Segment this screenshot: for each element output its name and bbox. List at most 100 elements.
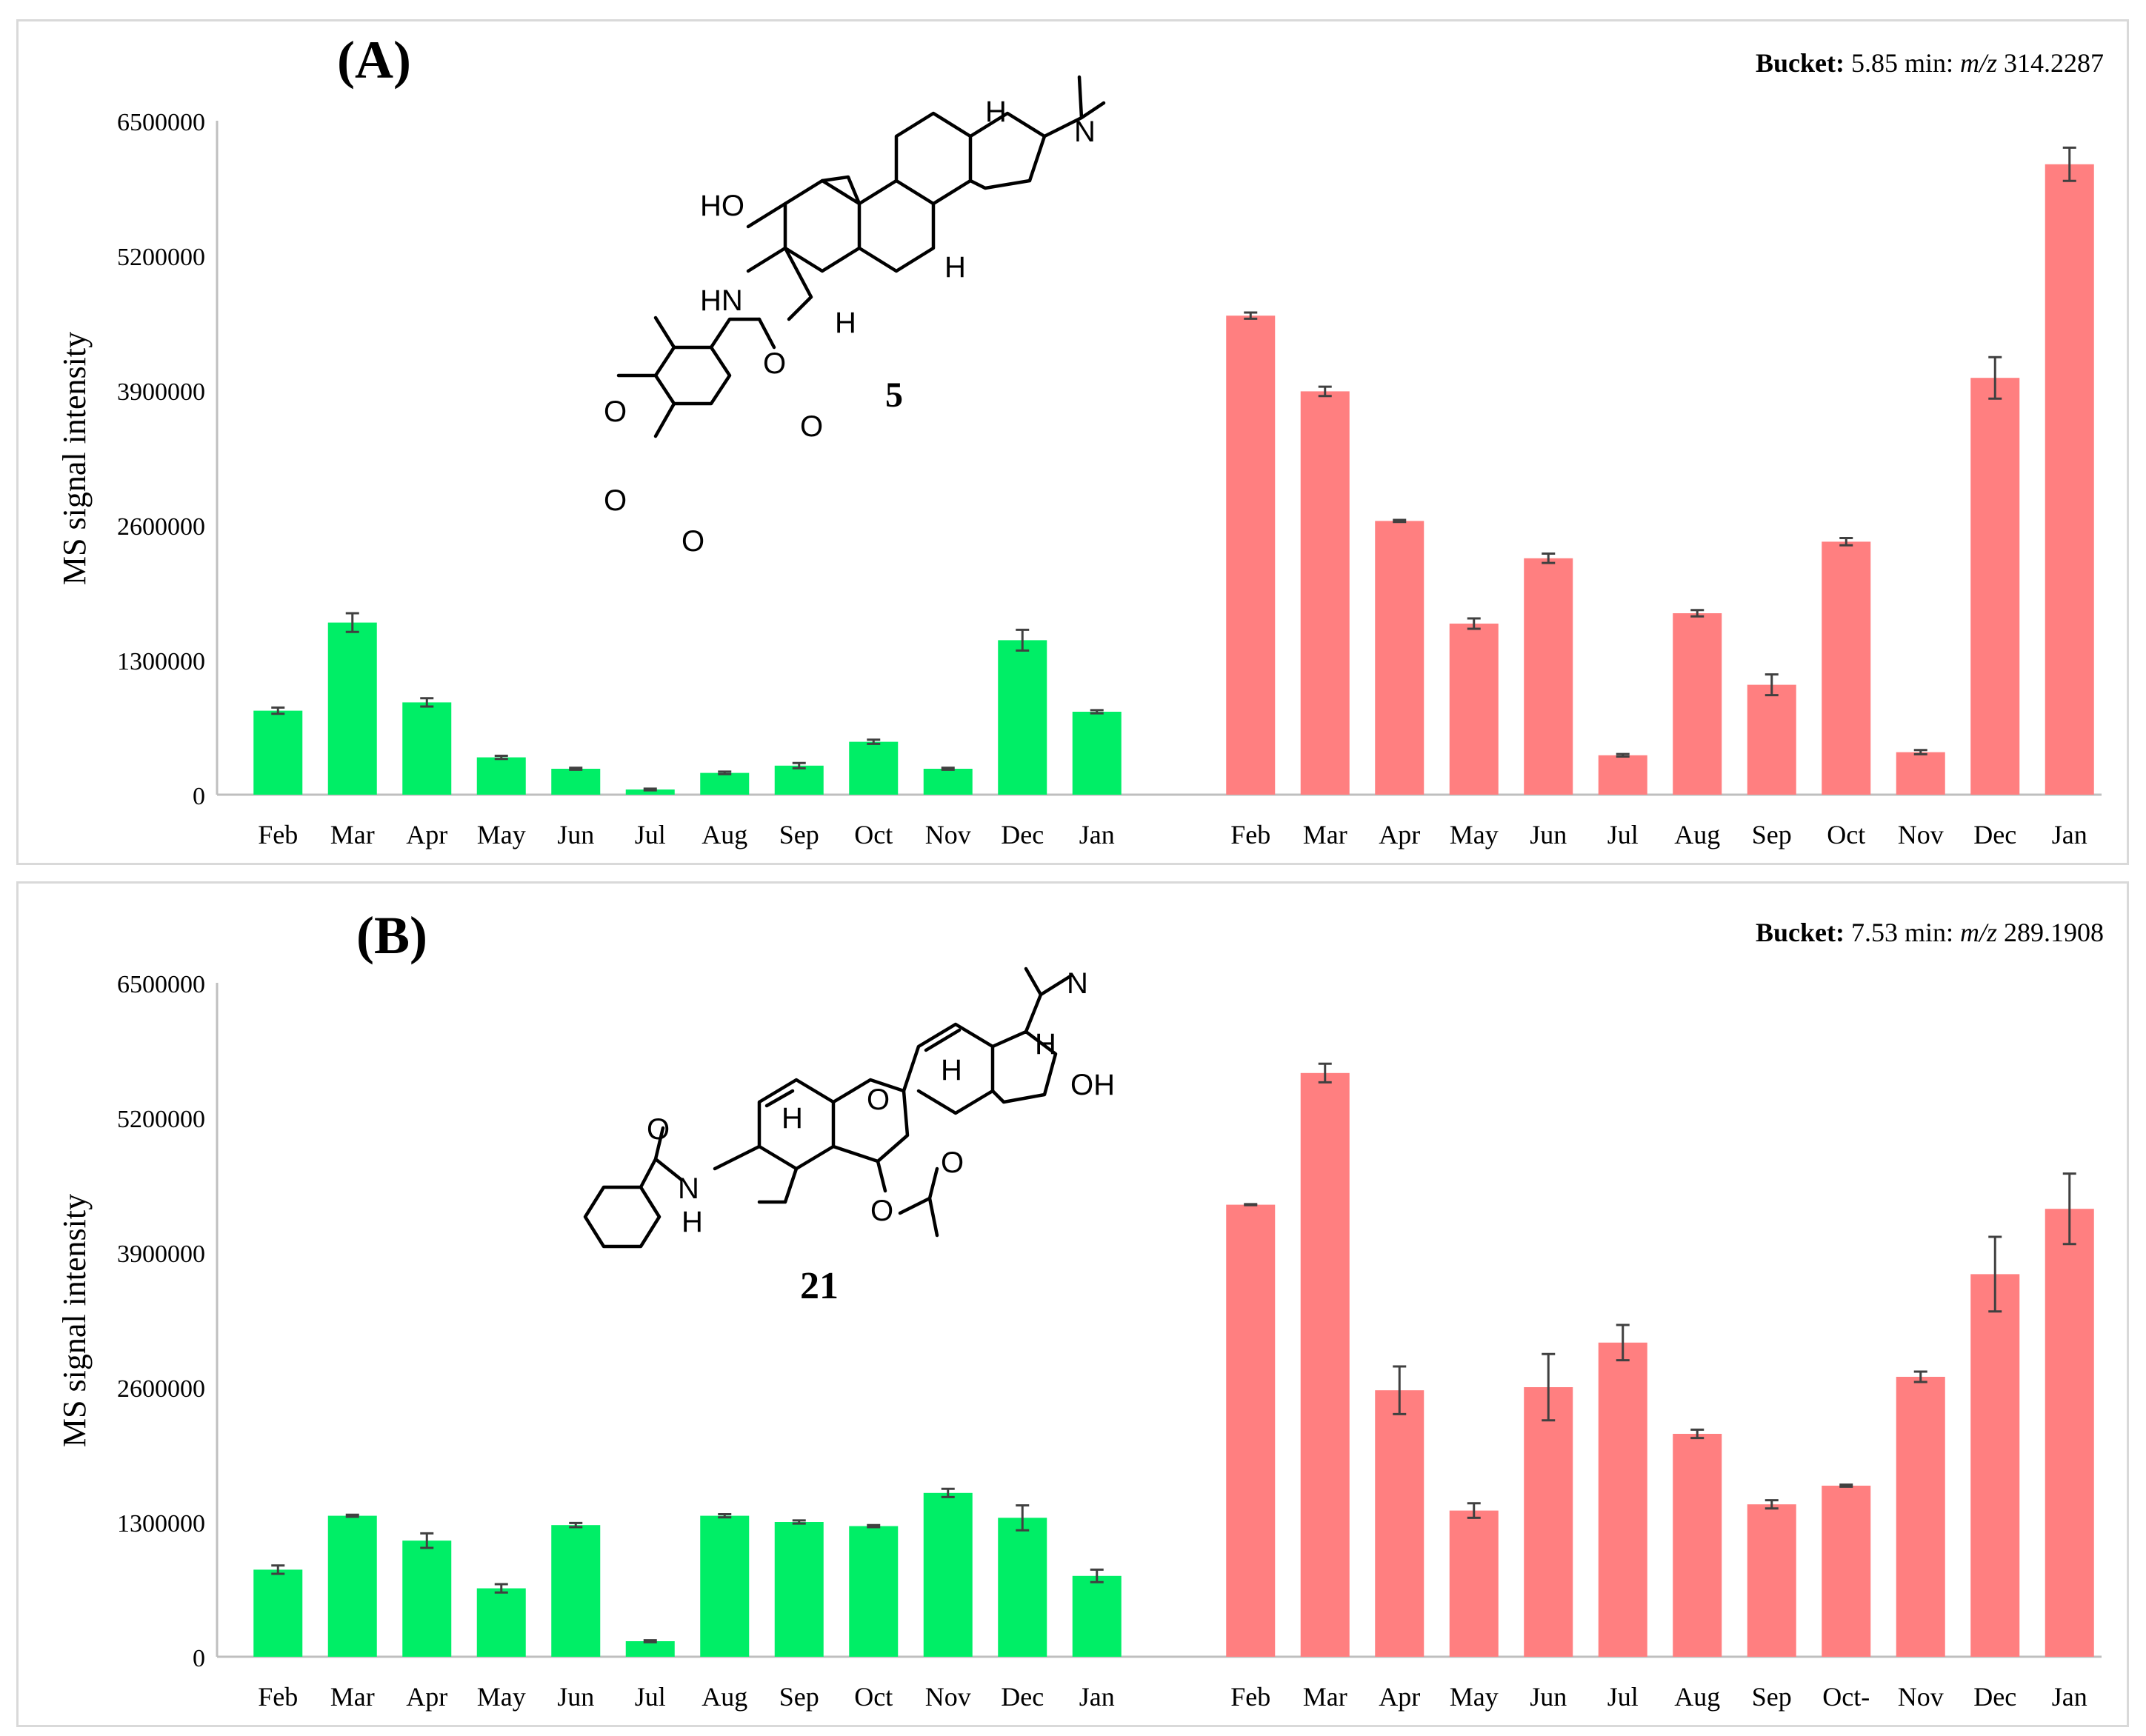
- o-label-2: O: [800, 410, 823, 443]
- n-label: N: [1074, 116, 1096, 148]
- bar: [849, 1526, 899, 1657]
- chart-a-svg: (A) Bucket: 5.85 min: m/z 314.2287 MS si…: [56, 30, 2104, 849]
- compound-label: 5: [885, 375, 903, 415]
- bucket-time: 7.53 min:: [1851, 918, 1953, 947]
- x-tick-label: Mar: [330, 1682, 375, 1712]
- bars: [253, 1062, 2094, 1657]
- chart-panel-b: (B) Bucket: 7.53 min: m/z 289.1908 MS si…: [16, 881, 2129, 1727]
- bar: [476, 1588, 526, 1657]
- x-tick-label: Apr: [406, 820, 447, 849]
- h-label-2: H: [941, 1054, 962, 1086]
- y-axis-label: MS signal intensity: [56, 332, 93, 585]
- bar: [774, 1522, 824, 1657]
- bar: [1970, 378, 2020, 795]
- compound-21-structure: N H O O O O H H H OH N 21: [583, 967, 1115, 1307]
- o-label-3: O: [604, 395, 627, 428]
- nh-label: N: [678, 1172, 699, 1205]
- bar: [2045, 1209, 2094, 1657]
- x-tick-label: Jan: [2052, 820, 2087, 849]
- x-tick-label: Jan: [1079, 1682, 1115, 1712]
- x-tick-label: Jun: [557, 1682, 594, 1712]
- bar: [1449, 1510, 1499, 1657]
- chart-panel-a: (A) Bucket: 5.85 min: m/z 314.2287 MS si…: [16, 19, 2129, 865]
- o-label-bridge: O: [867, 1084, 890, 1116]
- ho-label: HO: [700, 190, 744, 222]
- x-tick-label: Feb: [258, 820, 298, 849]
- x-tick-label: Sep: [779, 820, 819, 849]
- bar: [1598, 1342, 1647, 1657]
- x-tick-label: Jun: [1530, 1682, 1567, 1712]
- bar: [774, 765, 824, 795]
- bar: [1822, 541, 1871, 795]
- x-tick-label: Feb: [1230, 1682, 1270, 1712]
- bar: [2045, 164, 2094, 795]
- x-tick-label: Nov: [925, 820, 971, 849]
- bar: [1673, 1434, 1722, 1657]
- y-tick-label: 2600000: [117, 1375, 205, 1403]
- bar: [625, 789, 675, 795]
- bar: [849, 741, 899, 795]
- x-tick-labels: Feb Mar Apr May Jun Jul Aug Sep Oct Nov Dec Jan Feb M…: [258, 1682, 2087, 1712]
- y-tick-label: 5200000: [117, 1106, 205, 1133]
- bar: [1970, 1274, 2020, 1657]
- x-tick-label: May: [477, 820, 526, 849]
- bar: [1375, 1390, 1424, 1657]
- y-tick-label: 0: [193, 783, 205, 810]
- h-label-1: H: [985, 96, 1007, 128]
- x-tick-label: Feb: [1230, 820, 1270, 849]
- bar: [625, 1641, 675, 1657]
- x-tick-label: Mar: [1303, 820, 1347, 849]
- bar: [700, 1515, 750, 1657]
- x-tick-label: Aug: [1674, 1682, 1720, 1712]
- y-tick-label: 2600000: [117, 513, 205, 541]
- x-tick-label: Sep: [779, 1682, 819, 1712]
- bar: [402, 1540, 452, 1657]
- bar: [327, 622, 377, 795]
- bar: [1226, 1204, 1276, 1657]
- bar: [998, 640, 1047, 795]
- hn-label: HN: [700, 284, 743, 317]
- h-label-2: H: [944, 251, 966, 284]
- o-label-acetate: O: [870, 1195, 893, 1227]
- y-tick-label: 1300000: [117, 1510, 205, 1538]
- bucket-info: Bucket: 5.85 min: m/z 314.2287: [1756, 48, 2104, 78]
- bucket-info: Bucket: 7.53 min: m/z 289.1908: [1756, 918, 2104, 947]
- h-label-3: H: [1035, 1028, 1056, 1061]
- o-label-5: O: [682, 525, 704, 558]
- bar: [1072, 1575, 1122, 1657]
- chart-b-svg: (B) Bucket: 7.53 min: m/z 289.1908 MS si…: [56, 906, 2104, 1712]
- oh-label: OH: [1070, 1069, 1115, 1101]
- o-label-carbonyl: O: [941, 1146, 964, 1179]
- y-tick-label: 1300000: [117, 648, 205, 675]
- x-tick-label: Sep: [1752, 820, 1792, 849]
- bar: [327, 1515, 377, 1657]
- bucket-mz-label: m/z: [1960, 918, 1997, 947]
- x-tick-label: May: [1450, 820, 1499, 849]
- bucket-mz-value: 314.2287: [2004, 48, 2104, 78]
- x-tick-label: Mar: [1303, 1682, 1347, 1712]
- bar: [1673, 613, 1722, 795]
- x-tick-label: Apr: [1379, 820, 1420, 849]
- x-tick-label: Jan: [2052, 1682, 2087, 1712]
- y-tick-label: 3900000: [117, 1241, 205, 1268]
- x-tick-label: Apr: [1379, 1682, 1420, 1712]
- panel-label: (B): [356, 906, 427, 965]
- y-axis-label: MS signal intensity: [56, 1194, 93, 1447]
- bar: [1226, 316, 1276, 795]
- x-tick-label: Aug: [1674, 820, 1720, 849]
- bar: [1747, 684, 1796, 795]
- x-tick-label: Jun: [1530, 820, 1567, 849]
- x-tick-label: Sep: [1752, 1682, 1792, 1712]
- bar: [700, 772, 750, 795]
- bar: [551, 769, 601, 795]
- x-tick-label: May: [477, 1682, 526, 1712]
- x-tick-label: Oct: [854, 1682, 893, 1712]
- bar: [1300, 391, 1350, 795]
- x-tick-label: Aug: [702, 820, 747, 849]
- o-label-1: O: [763, 347, 786, 380]
- h-label-n: H: [682, 1206, 703, 1238]
- bucket-mz-value: 289.1908: [2004, 918, 2104, 947]
- bar: [923, 769, 973, 795]
- y-tick-label: 5200000: [117, 244, 205, 271]
- bar: [1822, 1486, 1871, 1657]
